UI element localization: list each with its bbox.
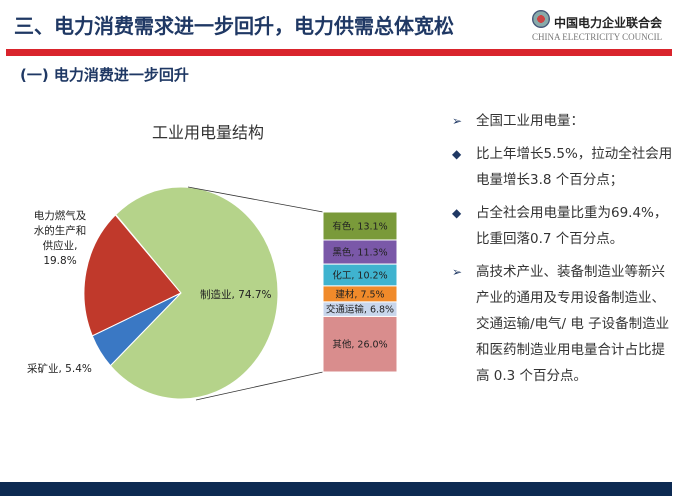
bullet-item: ➢ 高技术产业、装备制造业等新兴产业的通用及专用设备制造业、交通运输/电气/ 电 … xyxy=(452,259,677,389)
pie-slice xyxy=(83,214,182,337)
logo-emblem-icon xyxy=(532,10,550,28)
logo-text-cn: 中国电力企业联合会 xyxy=(554,16,663,30)
logo-text-en: CHINA ELECTRICITY COUNCIL xyxy=(532,32,663,42)
breakdown-label: 黑色, 11.3% xyxy=(332,247,387,259)
breakdown-bar xyxy=(322,239,398,265)
diamond-bullet-icon: ◆ xyxy=(452,206,462,220)
slice-label: 电力燃气及水的生产和供应业, 19.8% xyxy=(34,209,87,267)
breakdown-label: 有色, 13.1% xyxy=(332,220,387,232)
bullet-text: 比上年增长5.5%，拉动全社会用电量增长3.8 个百分点； xyxy=(476,146,673,188)
bullet-item: ◆ 占全社会用电量比重为69.4%，比重回落0.7 个百分点。 xyxy=(452,200,677,252)
connector-line xyxy=(195,371,324,401)
pie-slice xyxy=(109,186,279,400)
breakdown-bar xyxy=(322,315,398,373)
footer-bar xyxy=(0,482,672,496)
header-divider xyxy=(6,49,672,56)
bullet-text: 高技术产业、装备制造业等新兴产业的通用及专用设备制造业、交通运输/电气/ 电 子… xyxy=(476,264,670,384)
bullet-item: ◆ 比上年增长5.5%，拉动全社会用电量增长3.8 个百分点； xyxy=(452,141,677,193)
slice-label: 采矿业, 5.4% xyxy=(27,362,92,375)
bullet-text: 全国工业用电量： xyxy=(476,113,584,129)
breakdown-label: 交通运输, 6.8% xyxy=(326,304,394,316)
connector-line xyxy=(187,186,324,213)
breakdown-label: 建材, 7.5% xyxy=(335,288,384,300)
arrow-bullet-icon: ➢ xyxy=(452,114,463,128)
slice-label: 制造业, 74.7% xyxy=(200,288,272,301)
bullet-text: 占全社会用电量比重为69.4%，比重回落0.7 个百分点。 xyxy=(476,205,668,247)
section-subtitle: (一) 电力消费进一步回升 xyxy=(20,66,189,84)
arrow-bullet-icon: ➢ xyxy=(452,265,463,279)
slide-title: 三、电力消费需求进一步回升，电力供需总体宽松 xyxy=(14,14,454,38)
diamond-bullet-icon: ◆ xyxy=(452,147,462,161)
chart-title: 工业用电量结构 xyxy=(152,123,264,142)
bullet-list: ➢ 全国工业用电量： ◆ 比上年增长5.5%，拉动全社会用电量增长3.8 个百分点；… xyxy=(452,108,677,396)
bullet-item: ➢ 全国工业用电量： xyxy=(452,108,677,134)
breakdown-label: 化工, 10.2% xyxy=(332,270,387,282)
breakdown-label: 其他, 26.0% xyxy=(332,339,387,351)
logo: 中国电力企业联合会 CHINA ELECTRICITY COUNCIL xyxy=(530,10,670,46)
